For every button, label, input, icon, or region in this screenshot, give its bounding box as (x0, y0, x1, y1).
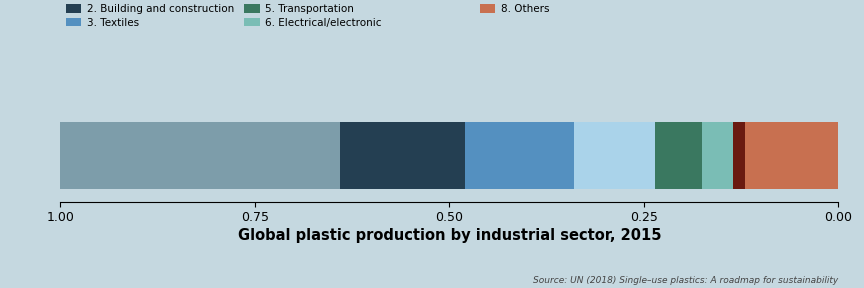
Bar (574, 122, 655, 189)
Bar (733, 122, 745, 189)
Bar (702, 122, 733, 189)
Legend: 1. Packaging, 2. Building and construction, 3. Textiles, 4. Consumer and istutit: 1. Packaging, 2. Building and constructi… (66, 0, 621, 28)
Bar (60, 122, 340, 189)
Bar (340, 122, 465, 189)
Bar (656, 122, 702, 189)
Bar (465, 122, 574, 189)
X-axis label: Global plastic production by industrial sector, 2015: Global plastic production by industrial … (238, 228, 661, 243)
Bar (745, 122, 838, 189)
Text: Source: UN (2018) Single–use plastics: A roadmap for sustainability: Source: UN (2018) Single–use plastics: A… (533, 276, 838, 285)
